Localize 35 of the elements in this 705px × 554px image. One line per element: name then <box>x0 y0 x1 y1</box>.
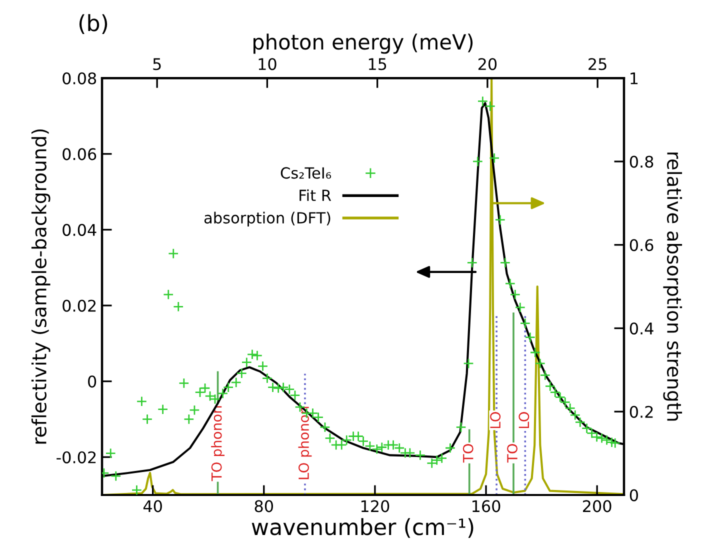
x2-tick-label: 5 <box>153 58 161 70</box>
y-tick-label: 0.08 <box>62 72 96 84</box>
annotation: TO <box>507 444 518 463</box>
y2-tick-label: 0.4 <box>630 322 654 335</box>
x-tick-label: 160 <box>472 500 500 512</box>
y-tick-label: 0.02 <box>62 300 96 312</box>
legend-label: Cs₂TeI₆ <box>280 167 332 179</box>
annotation: LO <box>490 412 501 428</box>
x2-tick-label: 15 <box>368 58 386 70</box>
legend-label: absorption (DFT) <box>204 212 330 227</box>
x2-axis-title: photon energy (meV) <box>254 34 473 54</box>
y-tick-label: 0.06 <box>62 148 96 160</box>
x2-tick-label: 20 <box>478 58 497 70</box>
legend-label: Fit R <box>300 189 332 201</box>
text: (b) <box>79 14 108 34</box>
y2-axis-title: relative absorption strength <box>663 152 682 421</box>
x-tick-label: 200 <box>582 500 612 512</box>
annotation: LO <box>518 412 530 428</box>
annotation: TO <box>462 444 474 463</box>
x-axis-title: wavenumber (cm⁻¹) <box>252 518 474 538</box>
x-tick-label: 40 <box>143 500 162 512</box>
y2-tick-label: 0.6 <box>630 239 654 252</box>
annotation: TO phonon <box>211 406 225 482</box>
y2-tick-label: 0.2 <box>630 406 653 418</box>
x-tick-label: 120 <box>361 500 390 512</box>
x-tick-label: 80 <box>254 500 273 512</box>
y2-tick-label: 1 <box>630 72 638 84</box>
y-axis-title: reflectivity (sample-background) <box>31 129 50 444</box>
y2-tick-label: 0.8 <box>630 156 654 168</box>
x2-tick-label: 10 <box>258 58 276 70</box>
x2-tick-label: 25 <box>588 58 606 70</box>
y-tick-label: -0.02 <box>56 451 96 464</box>
y2-tick-label: 0 <box>630 489 638 502</box>
y-tick-label: 0 <box>88 376 96 388</box>
y-tick-label: 0.04 <box>62 224 96 236</box>
